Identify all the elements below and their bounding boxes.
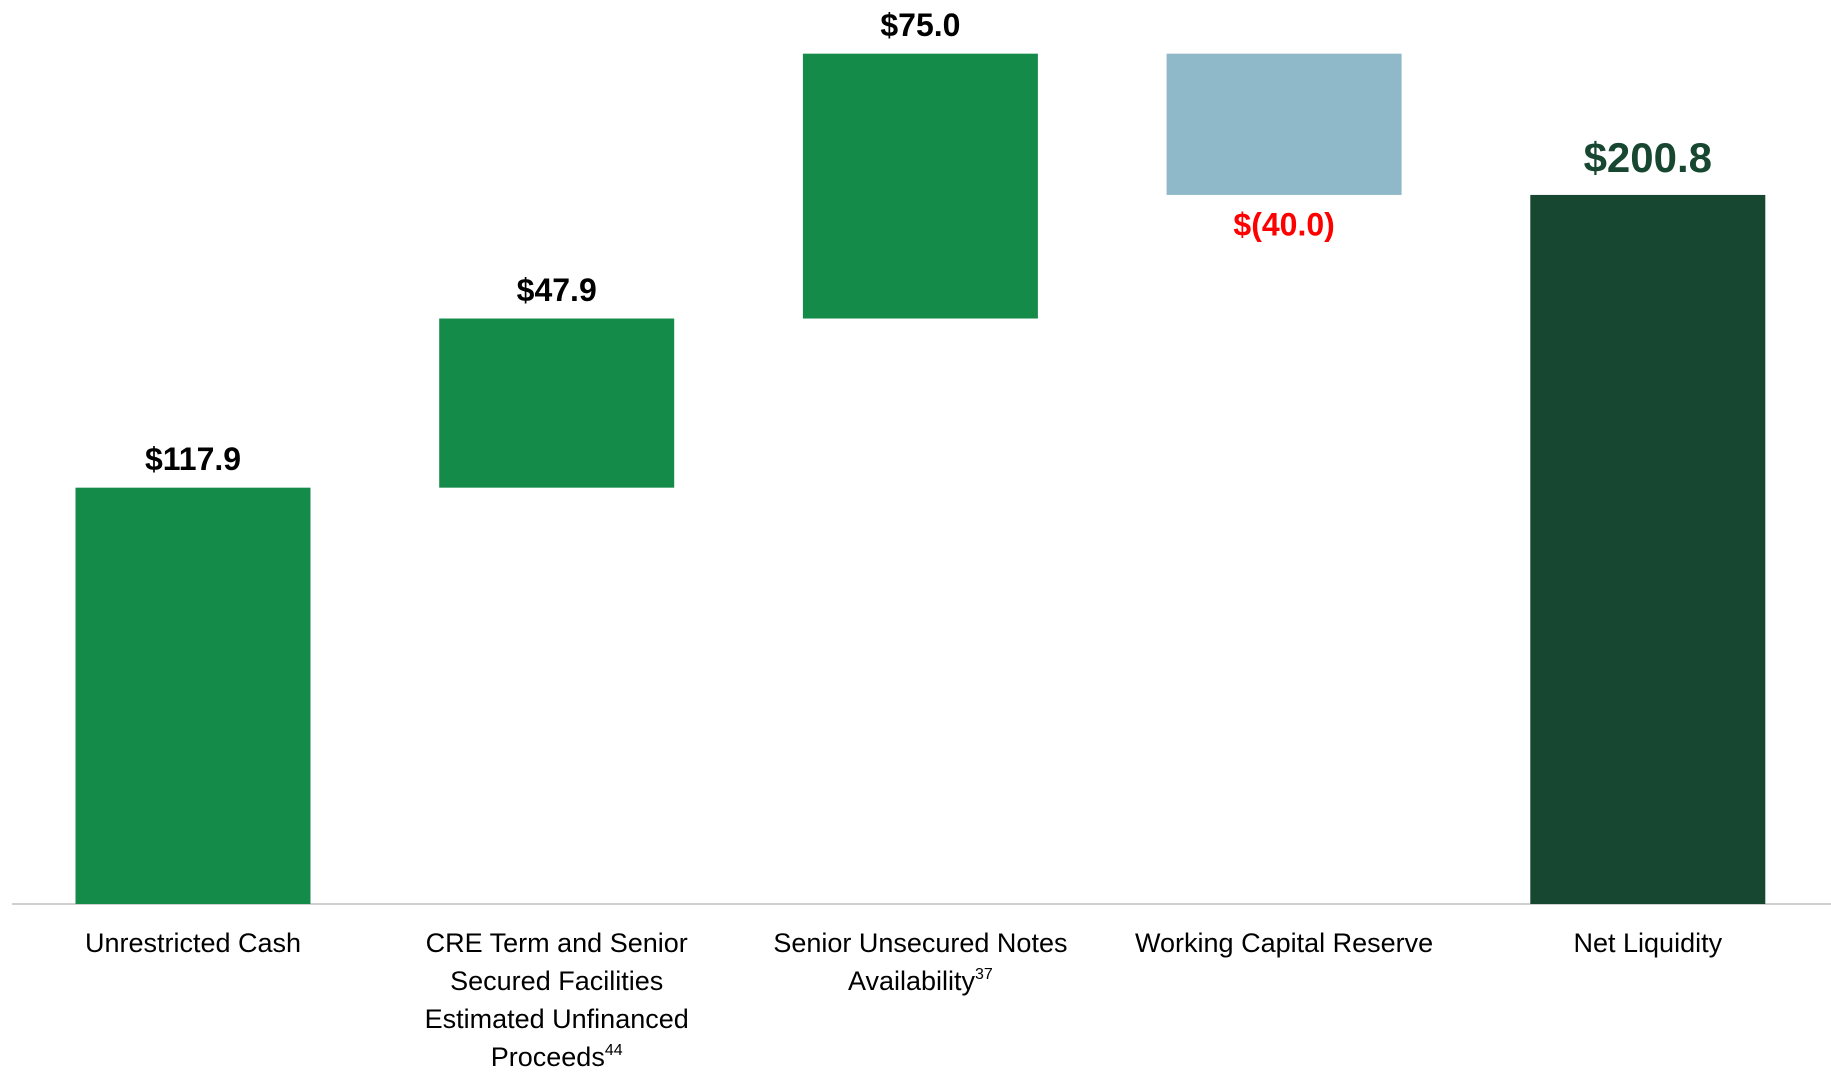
x-tick-label: Working Capital Reserve	[1134, 924, 1434, 962]
value-label: $200.8	[1584, 134, 1712, 181]
footnote-marker: 44	[604, 1042, 623, 1059]
footnote-marker: 37	[975, 966, 993, 983]
bar	[1166, 53, 1402, 195]
x-tick-label: Net Liquidity	[1498, 924, 1798, 962]
category-text: Net Liquidity	[1573, 928, 1723, 958]
value-label: $117.9	[145, 441, 241, 477]
x-tick-label: Senior Unsecured Notes Availability37	[770, 924, 1070, 1005]
x-tick-label: Unrestricted Cash	[43, 924, 343, 962]
category-text: Working Capital Reserve	[1135, 928, 1434, 958]
value-label: $(40.0)	[1233, 206, 1334, 242]
category-text: Unrestricted Cash	[84, 928, 302, 958]
bar	[1530, 194, 1766, 905]
category-text: Senior Unsecured Notes Availability	[773, 928, 1068, 996]
bar	[75, 487, 311, 904]
value-label: $75.0	[880, 7, 960, 43]
category-text: CRE Term and Senior Secured Facilities E…	[424, 928, 689, 1072]
value-label: $47.9	[517, 272, 597, 308]
bar	[439, 318, 675, 488]
bar	[802, 53, 1038, 319]
x-tick-label: CRE Term and Senior Secured Facilities E…	[407, 924, 707, 1081]
